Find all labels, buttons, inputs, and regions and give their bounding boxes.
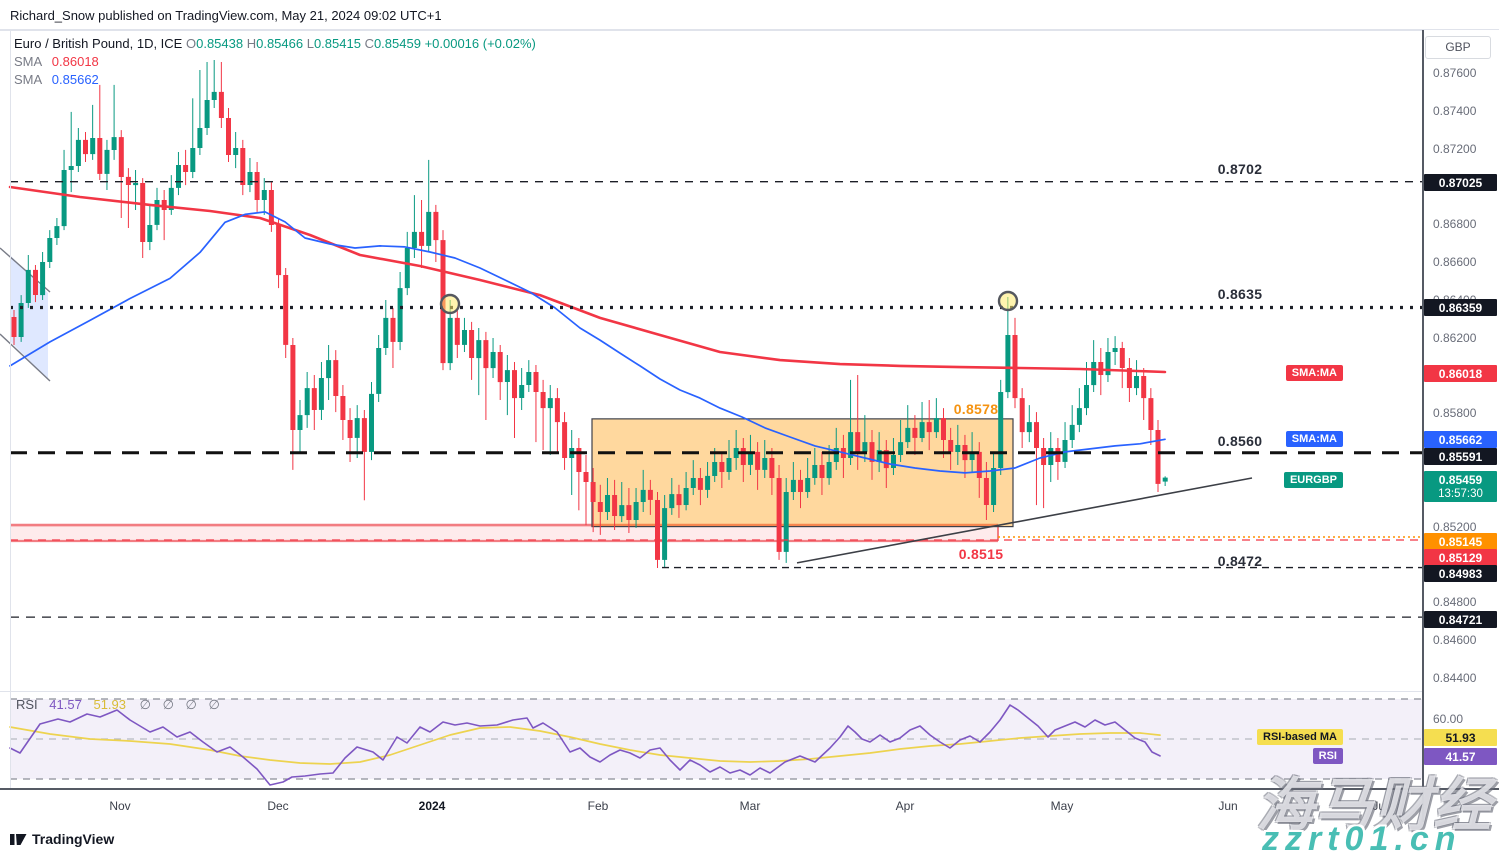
axis-price-badge: 0.87025 (1424, 174, 1497, 191)
price-axis-label: 0.86200 (1433, 330, 1477, 345)
price-axis-label: 0.84800 (1433, 595, 1477, 610)
level-price-label: 0.8578 (953, 401, 999, 417)
level-price-label: 0.8560 (1217, 433, 1263, 449)
indicator-side-labels: SMA:MA SMA:MA EURGBP RSI-based MA RSI (1257, 365, 1343, 764)
time-axis-month-label: 2024 (418, 799, 446, 813)
header-divider (0, 30, 1499, 31)
change-value: +0.00016 (+0.02%) (424, 36, 536, 51)
time-axis[interactable]: Nov Dec 2024 Feb Mar Apr May Jun Jul (0, 789, 1422, 822)
axis-price-badge: 51.93 (1424, 729, 1497, 746)
watermark-url-text: zzrt01.cn (1262, 820, 1462, 857)
indicator-source-label: RSI-based MA (1257, 729, 1343, 745)
time-axis-month-label: Apr (895, 799, 915, 813)
published-header: Richard_Snow published on TradingView.co… (0, 0, 1499, 30)
pane-separator[interactable] (0, 691, 1422, 692)
indicator-source-label: SMA:MA (1285, 431, 1343, 447)
axis-price-badge: 0.84721 (1424, 611, 1497, 628)
time-axis-month-label: Mar (739, 799, 761, 813)
price-axis-label: 0.84400 (1433, 670, 1477, 685)
price-axis-label: 0.87400 (1433, 103, 1477, 118)
axis-price-badge: 0.85662 (1424, 431, 1497, 448)
axis-price-badge: 0.85145 (1424, 533, 1497, 550)
price-axis-label: 0.86600 (1433, 255, 1477, 269)
time-axis-month-label: Jun (1218, 799, 1238, 813)
ohlc-value: 0.85459 (373, 36, 425, 51)
currency-button[interactable]: GBP (1425, 36, 1491, 59)
sma-slow-legend[interactable]: SMA 0.85662 (14, 72, 99, 87)
indicator-source-label: EURGBP (1283, 472, 1343, 488)
axis-price-badge: 0.85459 13:57:30 (1424, 471, 1497, 502)
ohlc-value: 0.85438 (196, 36, 247, 51)
ohlc-value: 0.85415 (313, 36, 365, 51)
ohlc-key: O (185, 36, 197, 51)
symbol-legend: Euro / British Pound, 1D, ICE O0.85438 H… (14, 36, 536, 90)
level-price-label: 0.8635 (1217, 286, 1263, 302)
ohlc-key: H (246, 36, 257, 51)
rsi-axis-label: 60.00 (1433, 712, 1464, 726)
axis-price-badge: 0.86359 (1424, 299, 1497, 316)
price-axis-label: 0.86800 (1433, 217, 1477, 232)
rsi-empty-slots: ∅ ∅ ∅ ∅ (139, 697, 224, 712)
price-axis[interactable]: GBP 0.87600 0.87400 0.87200 0.86800 0.86600 0… (1422, 30, 1499, 822)
level-price-label: 0.8702 (1217, 161, 1263, 177)
tradingview-logo-icon (10, 833, 27, 845)
time-axis-month-label: May (1050, 799, 1074, 813)
indicator-source-label: SMA:MA (1285, 365, 1343, 381)
axis-price-badge: 0.85129 (1424, 549, 1497, 566)
symbol-title[interactable]: Euro / British Pound, 1D, ICE (14, 36, 183, 51)
axis-price-badge: 0.84983 (1424, 565, 1497, 582)
time-axis-border (0, 788, 1499, 790)
tradingview-brand-link[interactable]: TradingView (10, 831, 114, 847)
rsi-value: 41.57 (49, 697, 82, 712)
ohlc-values: O0.85438 H0.85466 L0.85415 C0.85459 (186, 36, 425, 51)
published-byline: Richard_Snow published on TradingView.co… (10, 8, 442, 23)
ohlc-value: 0.85466 (256, 36, 307, 51)
axis-price-badge: 0.85591 (1424, 448, 1497, 465)
level-price-label: 0.8472 (1217, 553, 1263, 569)
time-axis-month-label: Dec (267, 799, 289, 813)
footer: TradingView (0, 822, 1499, 857)
price-axis-label: 0.87600 (1433, 66, 1477, 80)
axis-left-border (1422, 30, 1424, 822)
brand-text: TradingView (32, 831, 115, 847)
rsi-legend[interactable]: RSI 41.57 51.93 ∅ ∅ ∅ ∅ (16, 697, 224, 712)
ohlc-key: L (306, 36, 314, 51)
ohlc-key: C (364, 36, 374, 51)
watermark-cn-text: 海马财经 (1256, 773, 1493, 838)
sma-fast-legend[interactable]: SMA 0.86018 (14, 54, 99, 69)
price-axis-label: 0.87200 (1433, 141, 1477, 156)
price-axis-label: 0.85800 (1433, 406, 1477, 421)
time-axis-month-label: Nov (109, 799, 131, 813)
rsi-ma-value: 51.93 (93, 697, 127, 712)
time-axis-month-label: Feb (587, 799, 609, 813)
level-price-label: 0.8515 (958, 546, 1004, 562)
chart-left-border (10, 30, 11, 788)
price-axis-label: 0.84600 (1433, 633, 1477, 647)
axis-price-badge: 0.86018 (1424, 365, 1497, 382)
axis-price-badge: 41.57 (1424, 748, 1497, 765)
price-axis-label: 0.85200 (1433, 519, 1477, 534)
time-axis-month-label: Jul (1372, 799, 1388, 813)
